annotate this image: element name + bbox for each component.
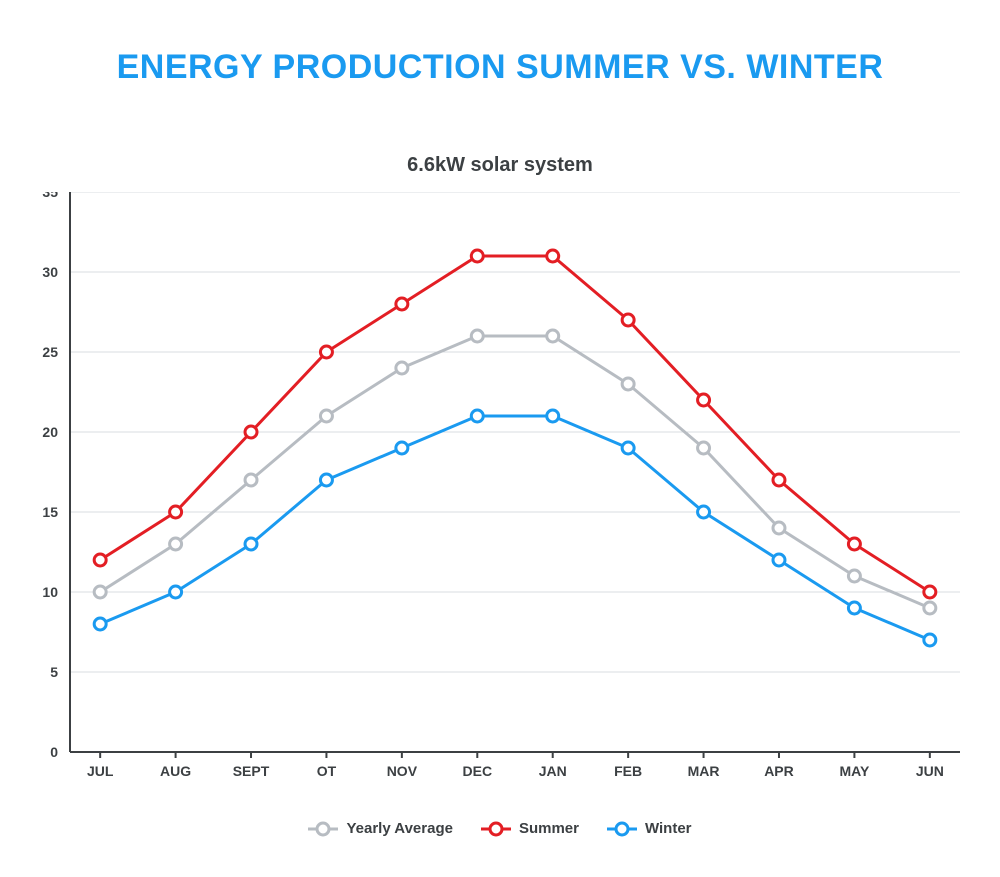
series-marker-summer	[773, 474, 785, 486]
series-marker-winter	[773, 554, 785, 566]
series-marker-yearly_average	[773, 522, 785, 534]
series-marker-winter	[320, 474, 332, 486]
x-tick-label: JUN	[916, 763, 944, 779]
y-tick-label: 15	[42, 504, 58, 520]
legend-label: Summer	[519, 820, 579, 837]
series-marker-winter	[924, 634, 936, 646]
legend-label: Yearly Average	[346, 820, 452, 837]
x-tick-label: AUG	[160, 763, 191, 779]
series-marker-winter	[471, 410, 483, 422]
series-marker-winter	[848, 602, 860, 614]
y-tick-label: 35	[42, 192, 58, 200]
y-tick-label: 25	[42, 344, 58, 360]
series-marker-yearly_average	[94, 586, 106, 598]
series-marker-winter	[94, 618, 106, 630]
series-line-yearly_average	[100, 336, 930, 608]
x-tick-label: SEPT	[233, 763, 270, 779]
x-tick-label: NOV	[387, 763, 418, 779]
series-marker-yearly_average	[924, 602, 936, 614]
x-tick-label: MAY	[839, 763, 869, 779]
x-tick-label: APR	[764, 763, 794, 779]
series-marker-winter	[396, 442, 408, 454]
x-tick-label: JUL	[87, 763, 114, 779]
legend-swatch-icon	[308, 821, 338, 837]
series-line-summer	[100, 256, 930, 592]
legend-item-winter: Winter	[607, 820, 692, 837]
page-root: ENERGY PRODUCTION SUMMER VS. WINTER 6.6k…	[0, 0, 1000, 877]
legend-item-yearly_average: Yearly Average	[308, 820, 452, 837]
series-marker-yearly_average	[170, 538, 182, 550]
series-marker-summer	[94, 554, 106, 566]
series-marker-summer	[698, 394, 710, 406]
x-tick-label: OT	[317, 763, 337, 779]
series-line-winter	[100, 416, 930, 640]
y-tick-label: 5	[50, 664, 58, 680]
y-tick-label: 10	[42, 584, 58, 600]
legend-swatch-icon	[481, 821, 511, 837]
series-marker-summer	[320, 346, 332, 358]
series-marker-summer	[396, 298, 408, 310]
series-marker-yearly_average	[547, 330, 559, 342]
series-marker-summer	[170, 506, 182, 518]
series-marker-winter	[245, 538, 257, 550]
legend-item-summer: Summer	[481, 820, 579, 837]
series-marker-summer	[924, 586, 936, 598]
series-marker-yearly_average	[471, 330, 483, 342]
series-marker-winter	[622, 442, 634, 454]
series-marker-yearly_average	[622, 378, 634, 390]
y-tick-label: 0	[50, 744, 58, 760]
x-tick-label: DEC	[463, 763, 493, 779]
chart-legend: Yearly Average Summer Winter	[0, 820, 1000, 837]
legend-swatch-icon	[607, 821, 637, 837]
series-marker-winter	[698, 506, 710, 518]
series-marker-yearly_average	[848, 570, 860, 582]
series-marker-winter	[170, 586, 182, 598]
page-title: ENERGY PRODUCTION SUMMER VS. WINTER	[0, 48, 1000, 87]
series-marker-summer	[547, 250, 559, 262]
legend-label: Winter	[645, 820, 692, 837]
chart-svg: 0 5 10 15 20 25 30 35 JUL AUG SEPT OT NOV DEC JAN FEB MA…	[0, 192, 1000, 792]
y-tick-label: 30	[42, 264, 58, 280]
series-marker-summer	[622, 314, 634, 326]
series-marker-yearly_average	[698, 442, 710, 454]
chart-subtitle: 6.6kW solar system	[0, 154, 1000, 177]
x-tick-label: FEB	[614, 763, 642, 779]
series-marker-summer	[471, 250, 483, 262]
series-marker-winter	[547, 410, 559, 422]
line-chart: 0 5 10 15 20 25 30 35 JUL AUG SEPT OT NOV DEC JAN FEB MA…	[0, 192, 1000, 792]
x-tick-label: JAN	[539, 763, 567, 779]
series-marker-summer	[245, 426, 257, 438]
series-marker-yearly_average	[245, 474, 257, 486]
series-marker-yearly_average	[320, 410, 332, 422]
series-marker-summer	[848, 538, 860, 550]
x-tick-label: MAR	[688, 763, 720, 779]
series-marker-yearly_average	[396, 362, 408, 374]
y-tick-label: 20	[42, 424, 58, 440]
